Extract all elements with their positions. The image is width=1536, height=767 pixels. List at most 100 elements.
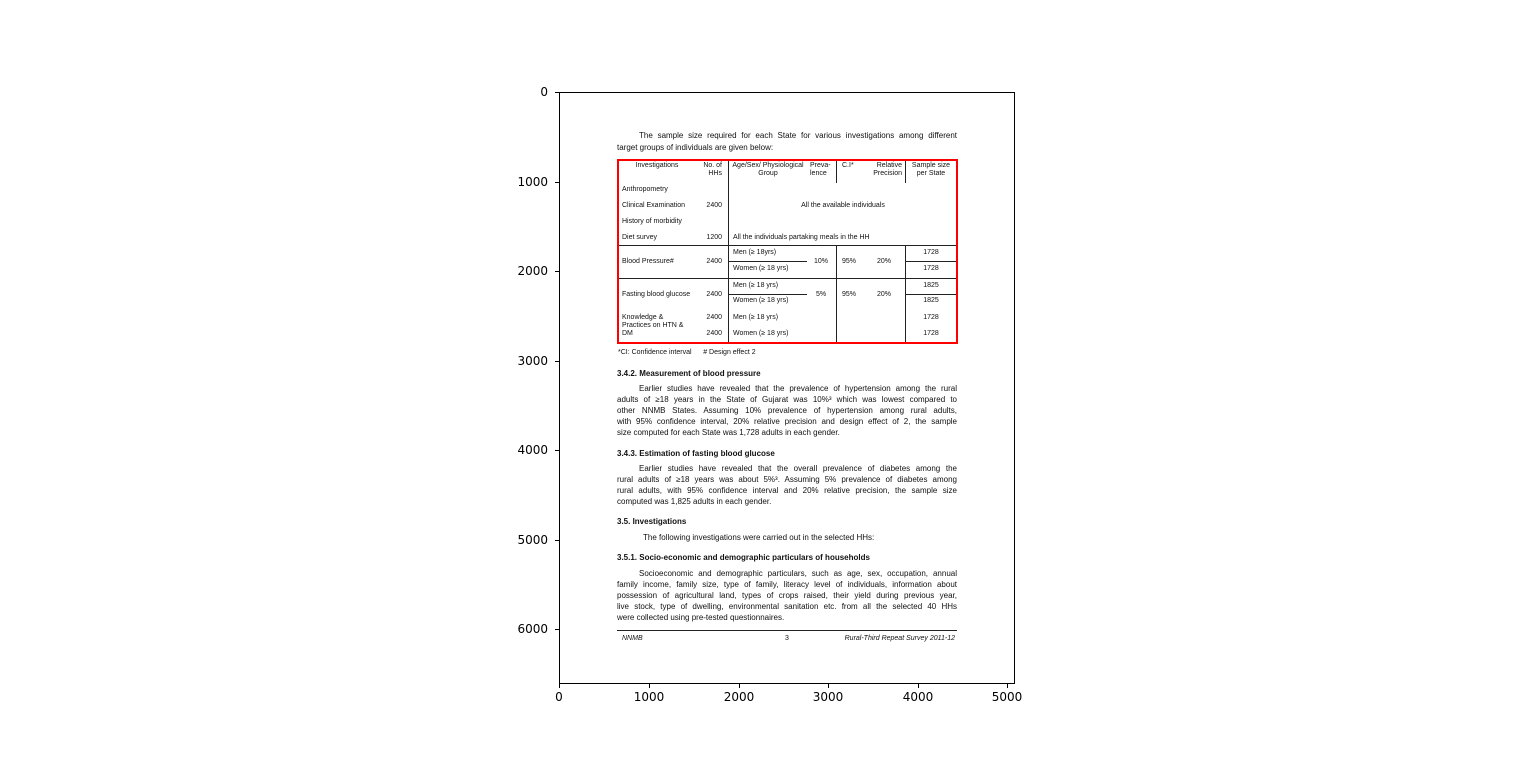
header-group: Age/Sex/ Physiological Group xyxy=(732,162,804,177)
x-tick-label: 3000 xyxy=(812,690,844,704)
table-divider xyxy=(728,160,729,343)
section-heading: 3.4.3. Estimation of fasting blood gluco… xyxy=(617,449,775,458)
footer-page-number: 3 xyxy=(785,635,789,642)
paragraph-line: computed was 1,825 adults in each gender… xyxy=(617,497,772,506)
paragraph-line: rural adults, with 95% confidence interv… xyxy=(617,486,957,495)
paragraph-line: adults of ≥18 years in the State of Guja… xyxy=(617,395,957,404)
x-tick-label: 0 xyxy=(555,690,563,704)
bp-women: Women (≥ 18 yrs) xyxy=(733,265,789,272)
table-rule xyxy=(905,261,957,262)
paragraph-line: Socioeconomic and demographic particular… xyxy=(639,569,957,578)
plot-axes xyxy=(559,92,1015,684)
paragraph-line: The following investigations were carrie… xyxy=(643,533,875,542)
row-label: Anthropometry xyxy=(622,186,668,193)
y-tick-mark xyxy=(555,271,559,272)
footer-right: Rural-Third Repeat Survey 2011-12 xyxy=(844,635,955,642)
kp-men-n: 1728 xyxy=(923,314,939,321)
intro-line: The sample size required for each State … xyxy=(639,131,957,140)
row-label: Clinical Examination xyxy=(622,202,686,209)
y-tick-mark xyxy=(555,629,559,630)
x-tick-mark xyxy=(828,684,829,688)
header-prevalence: Preva- lence xyxy=(810,162,831,177)
y-tick-mark xyxy=(555,182,559,183)
x-tick-mark xyxy=(559,684,560,688)
bp-men-n: 1728 xyxy=(923,249,939,256)
table-divider xyxy=(905,160,906,183)
bp-men: Men (≥ 18yrs) xyxy=(733,249,777,256)
table-rule xyxy=(905,294,957,295)
fbg-men: Men (≥ 18 yrs) xyxy=(733,282,779,289)
x-tick-label: 5000 xyxy=(991,690,1023,704)
paragraph-line: Earlier studies have revealed that the p… xyxy=(639,384,957,393)
y-tick-label: 1000 xyxy=(517,175,548,189)
kp-hhs: 2400 xyxy=(706,330,722,337)
x-tick-mark xyxy=(1007,684,1008,688)
row-label: Diet survey xyxy=(622,234,658,241)
x-tick-label: 1000 xyxy=(633,690,665,704)
header-hhs: No. of HHs xyxy=(703,162,722,177)
paragraph-line: family income, family size, type of fami… xyxy=(617,580,957,589)
x-tick-label: 4000 xyxy=(902,690,934,704)
bp-precision: 20% xyxy=(877,258,892,265)
fbg-women: Women (≥ 18 yrs) xyxy=(733,297,789,304)
bp-prevalence: 10% xyxy=(814,258,829,265)
row-group: All the individuals partaking meals in t… xyxy=(733,234,870,241)
fbg-ci: 95% xyxy=(842,291,857,298)
paragraph-line: size computed for each State was 1,728 a… xyxy=(617,428,840,437)
fbg-women-n: 1825 xyxy=(923,297,939,304)
paragraph-line: other NNMB States. Assuming 10% prevalen… xyxy=(617,406,957,415)
y-tick-label: 2000 xyxy=(517,264,548,278)
section-heading: 3.5. Investigations xyxy=(617,517,687,526)
row-group: All the available individuals xyxy=(801,202,885,209)
paragraph-line: were collected using pre-tested question… xyxy=(617,613,785,622)
kp-hhs: 2400 xyxy=(706,314,722,321)
highlight-box xyxy=(617,159,958,344)
bp-women-n: 1728 xyxy=(923,265,939,272)
y-tick-label: 4000 xyxy=(517,443,548,457)
kp-women: Women (≥ 18 yrs) xyxy=(733,330,789,337)
x-tick-label: 2000 xyxy=(723,690,755,704)
paragraph-line: rural adults of ≥18 years was about 5%³.… xyxy=(617,475,957,484)
y-tick-label: 5000 xyxy=(517,533,548,547)
paragraph-line: with 95% confidence interval, 20% relati… xyxy=(617,417,957,426)
fbg-prevalence: 5% xyxy=(816,291,827,298)
bp-ci: 95% xyxy=(842,258,857,265)
header-ci: C.I* xyxy=(842,162,854,169)
header-investigations: Investigations xyxy=(635,162,679,169)
paragraph-line: Earlier studies have revealed that the o… xyxy=(639,464,957,473)
header-precision: Relative Precision xyxy=(873,162,902,177)
kp-label: Knowledge & xyxy=(622,314,664,321)
section-heading: 3.4.2. Measurement of blood pressure xyxy=(617,369,761,378)
y-tick-label: 0 xyxy=(540,85,548,99)
kp-label: Practices on HTN & xyxy=(622,322,684,329)
kp-label: DM xyxy=(622,330,633,337)
header-sample-size: Sample size per State xyxy=(911,162,951,177)
y-tick-label: 3000 xyxy=(517,354,548,368)
table-rule xyxy=(617,245,957,246)
kp-men: Men (≥ 18 yrs) xyxy=(733,314,779,321)
fbg-label: Fasting blood glucose xyxy=(622,291,691,298)
paragraph-line: live stock, type of dwelling, environmen… xyxy=(617,602,957,611)
table-rule xyxy=(728,294,807,295)
section-heading: 3.5.1. Socio-economic and demographic pa… xyxy=(617,553,870,562)
y-tick-mark xyxy=(555,92,559,93)
x-tick-mark xyxy=(739,684,740,688)
table-rule xyxy=(617,278,957,279)
table-rule xyxy=(728,261,807,262)
table-footnote: *CI: Confidence interval # Design effect… xyxy=(618,349,756,356)
table-divider xyxy=(836,160,837,183)
row-label: History of morbidity xyxy=(622,218,682,225)
x-tick-mark xyxy=(649,684,650,688)
kp-women-n: 1728 xyxy=(923,330,939,337)
y-tick-mark xyxy=(555,540,559,541)
row-hhs: 2400 xyxy=(706,202,722,209)
table-divider xyxy=(836,245,837,343)
fbg-precision: 20% xyxy=(877,291,892,298)
bp-label: Blood Pressure# xyxy=(622,258,674,265)
footer-rule xyxy=(617,630,957,631)
intro-line: target groups of individuals are given b… xyxy=(617,143,774,152)
paragraph-line: possession of agricultural land, types o… xyxy=(617,591,957,600)
fbg-hhs: 2400 xyxy=(706,291,722,298)
x-tick-mark xyxy=(918,684,919,688)
footer-left: NNMB xyxy=(622,635,643,642)
